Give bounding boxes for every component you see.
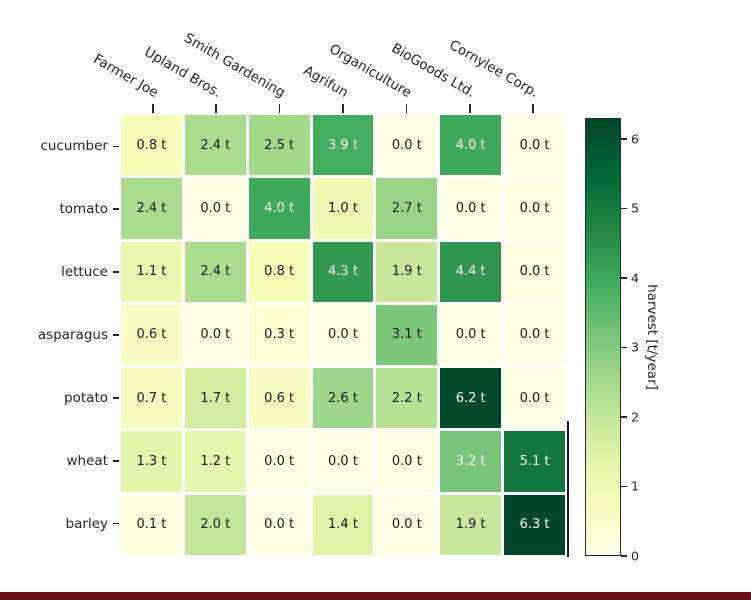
heatmap-cell: 2.4 t (184, 115, 246, 176)
heatmap-cell: 0.0 t (440, 178, 502, 239)
heatmap-cell: 1.3 t (121, 431, 182, 492)
colorbar-tick-label: 0 (631, 548, 639, 564)
heatmap-cell: 2.4 t (184, 241, 246, 302)
heatmap-cell: 1.9 t (440, 494, 502, 555)
heatmap-cell: 1.1 t (121, 241, 182, 302)
heatmap-cell: 1.2 t (184, 431, 246, 492)
y-tick-mark (113, 271, 119, 273)
colorbar-tick-mark (621, 207, 627, 210)
heatmap-cell: 3.2 t (440, 431, 502, 492)
heatmap-cell: 0.8 t (121, 115, 182, 176)
x-tick-mark (469, 104, 471, 113)
row-label: wheat (66, 452, 108, 469)
heatmap-cell: 0.0 t (504, 368, 565, 429)
heatmap-cell: 2.2 t (376, 368, 438, 429)
heatmap-cell: 2.6 t (312, 368, 374, 429)
heatmap-cell: 0.0 t (312, 304, 374, 366)
colorbar-tick-mark (621, 138, 627, 140)
heatmap-cell: 0.0 t (504, 115, 565, 176)
colorbar-gradient (585, 118, 621, 556)
colorbar-tick-label: 3 (631, 339, 639, 355)
colorbar-axis-label: harvest [t/year] (644, 284, 660, 390)
heatmap-cell: 0.0 t (184, 178, 246, 239)
heatmap-cell: 0.0 t (376, 115, 438, 176)
heatmap-cell: 0.0 t (504, 304, 565, 366)
x-tick-mark (278, 104, 281, 113)
heatmap-cell: 4.4 t (440, 241, 502, 302)
heatmap-cell: 0.0 t (376, 431, 438, 492)
x-tick-mark (151, 104, 154, 113)
heatmap-cell: 6.2 t (440, 368, 502, 429)
row-label: barley (65, 515, 108, 532)
heatmap-cell: 0.0 t (312, 431, 374, 492)
y-tick-mark (113, 459, 119, 462)
row-label: potato (64, 389, 108, 406)
colorbar-tick-mark (621, 485, 627, 488)
colorbar-tick-mark (621, 277, 627, 279)
row-label: asparagus (37, 327, 108, 343)
y-tick-mark (113, 334, 119, 336)
vertical-line-artifact (567, 421, 569, 557)
colorbar-tick-label: 1 (631, 478, 639, 494)
heatmap-cell: 0.6 t (121, 304, 182, 366)
heatmap-cell: 0.0 t (248, 494, 310, 555)
heatmap-cell: 2.4 t (121, 178, 182, 239)
y-tick-mark (113, 208, 119, 211)
heatmap-cell: 1.4 t (312, 494, 374, 555)
colorbar-tick-label: 6 (631, 131, 639, 147)
heatmap-cell: 1.7 t (184, 368, 246, 429)
x-tick-mark (532, 104, 535, 113)
heatmap-cell: 6.3 t (504, 494, 565, 555)
bottom-bar (0, 592, 751, 600)
heatmap-cell: 0.0 t (376, 494, 438, 555)
heatmap-cell: 0.7 t (121, 368, 182, 429)
row-label: tomato (59, 201, 108, 218)
y-tick-mark (113, 145, 119, 148)
colorbar-tick-mark (621, 555, 627, 557)
heatmap-cell: 5.1 t (504, 431, 565, 492)
heatmap-cell: 4.0 t (248, 178, 310, 239)
heatmap-cell: 0.0 t (440, 304, 502, 366)
x-tick-mark (215, 104, 217, 113)
heatmap-cell: 0.0 t (184, 304, 246, 366)
heatmap-cell: 4.0 t (440, 115, 502, 176)
heatmap-cell: 2.0 t (184, 494, 246, 555)
heatmap-grid: 0.8 t 2.4 t 2.5 t 3.9 t 0.0 t 4.0 t 0.0 t 2.4 t… (121, 115, 565, 555)
colorbar-tick-label: 2 (631, 409, 639, 425)
heatmap-cell: 0.3 t (248, 304, 310, 366)
row-label: lettuce (61, 264, 108, 281)
y-tick-mark (113, 522, 119, 525)
colorbar-tick-label: 4 (631, 270, 639, 286)
x-tick-mark (405, 104, 408, 113)
heatmap-cell: 0.6 t (248, 368, 310, 429)
heatmap-cell: 3.9 t (312, 115, 374, 176)
heatmap-cell: 0.1 t (121, 494, 182, 555)
heatmap-cell: 4.3 t (312, 241, 374, 302)
heatmap-cell: 0.0 t (248, 431, 310, 492)
heatmap-cell: 2.7 t (376, 178, 438, 239)
heatmap-cell: 1.9 t (376, 241, 438, 302)
colorbar-tick-mark (621, 416, 627, 418)
heatmap-cell: 3.1 t (376, 304, 438, 366)
row-label: cucumber (40, 138, 108, 155)
heatmap-cell: 0.0 t (504, 178, 565, 239)
heatmap-cell: 0.8 t (248, 241, 310, 302)
heatmap-cell: 2.5 t (248, 115, 310, 176)
x-tick-mark (342, 104, 344, 113)
colorbar-tick-label: 5 (631, 200, 639, 216)
col-label: Agrifun (300, 62, 351, 101)
y-tick-mark (113, 397, 119, 399)
colorbar-tick-mark (621, 346, 627, 349)
heatmap-cell: 0.0 t (504, 241, 565, 302)
heatmap-cell: 1.0 t (312, 178, 374, 239)
